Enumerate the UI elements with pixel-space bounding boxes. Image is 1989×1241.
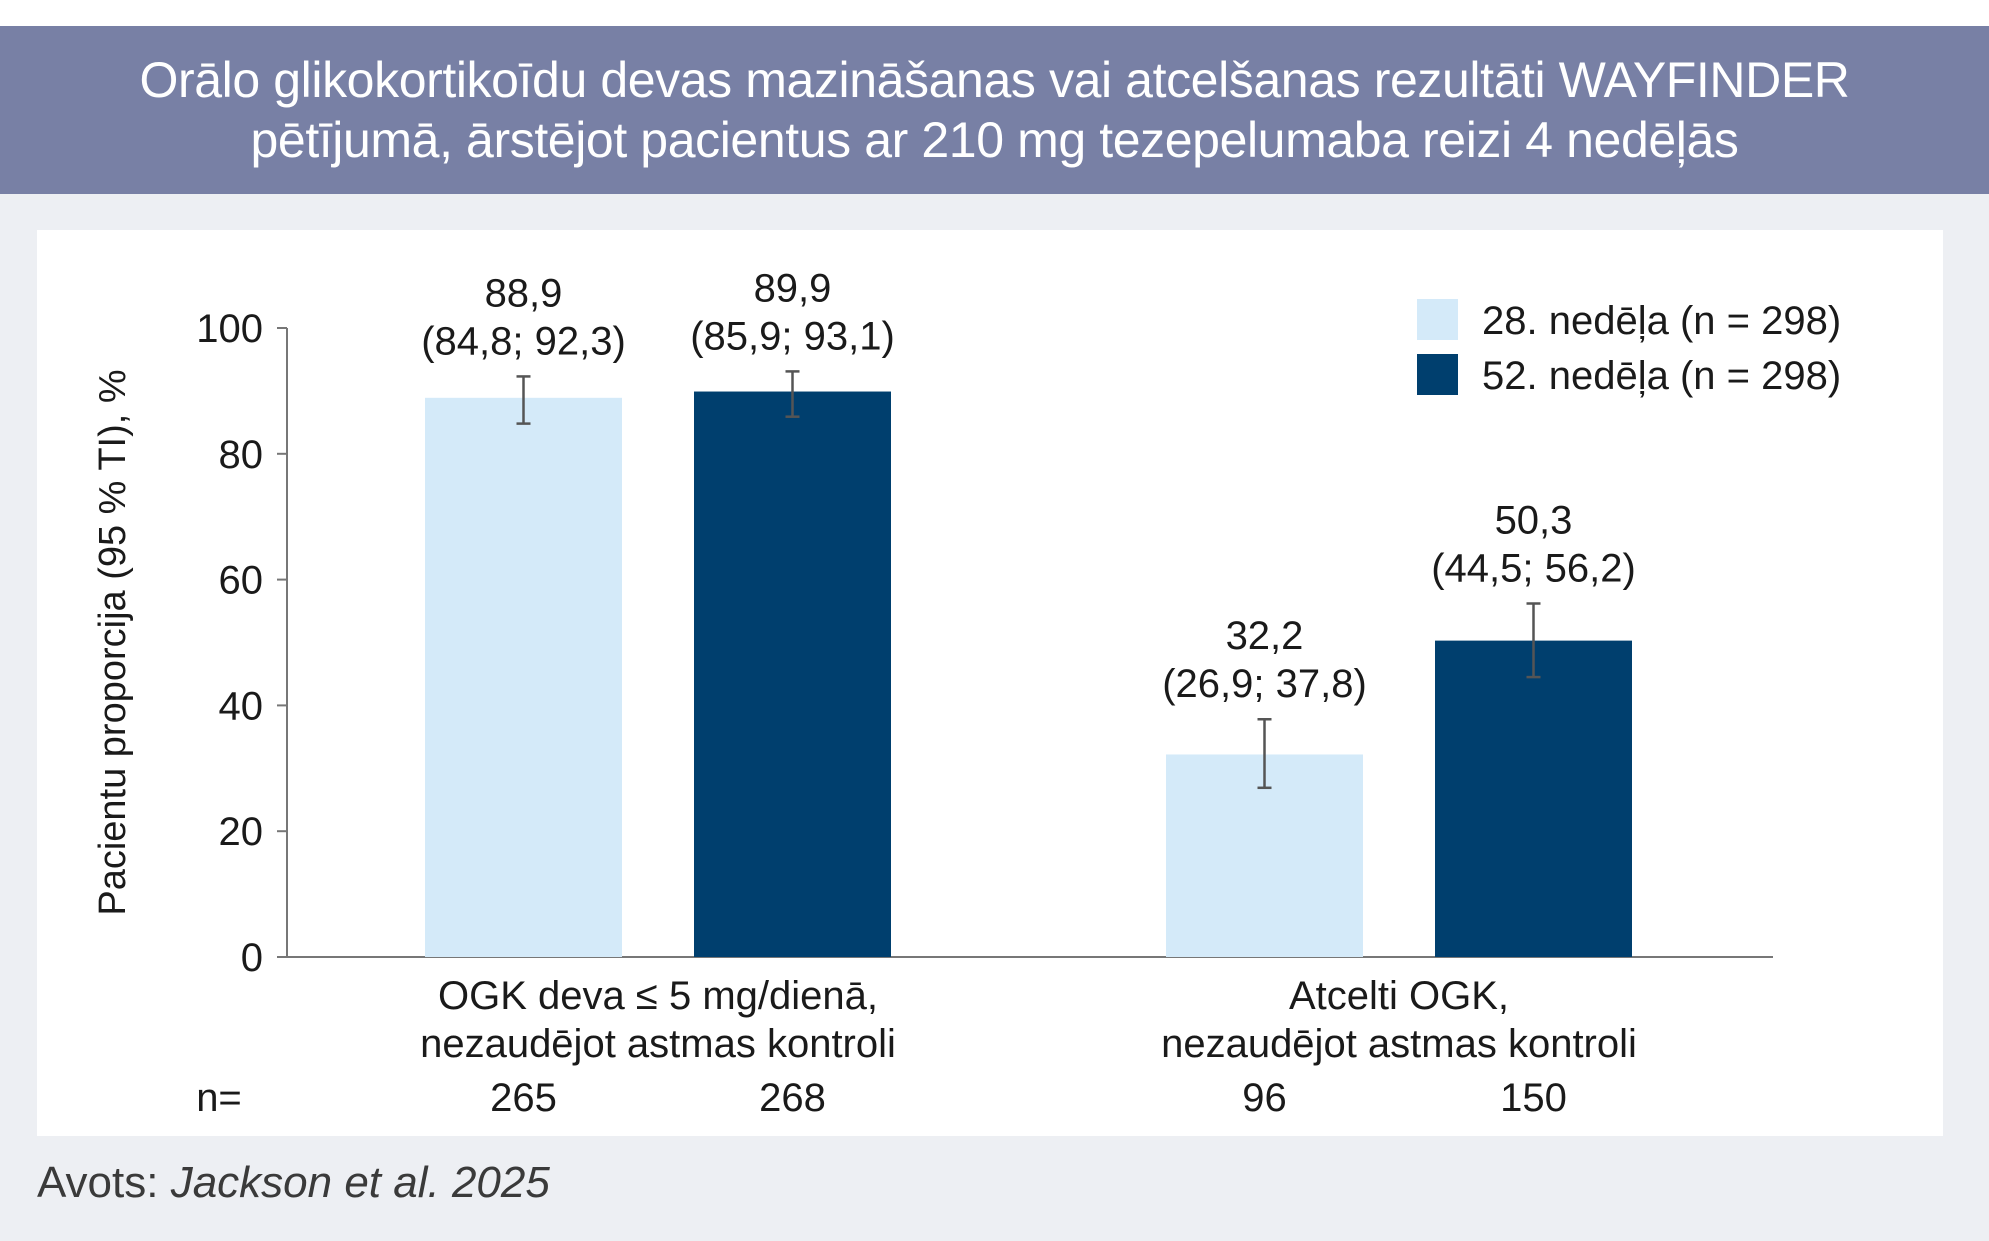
value-label-1-2: 89,9: [754, 266, 832, 310]
ci-label-2-1: (26,9; 37,8): [1162, 662, 1367, 706]
value-label-2-2: 50,3: [1495, 499, 1573, 543]
y-axis-title: Pacientu proporcija (95 % TI), %: [92, 369, 134, 915]
ci-label-2-2: (44,5; 56,2): [1431, 547, 1636, 591]
source-label: Avots:: [37, 1158, 171, 1207]
category-label-1-line-1: OGK deva ≤ 5 mg/dienā,: [438, 974, 878, 1018]
n-count-1-1: 265: [490, 1076, 557, 1120]
category-label-2-line-2: nezaudējot astmas kontroli: [1161, 1022, 1637, 1066]
legend-label-2: 52. nedēļa (n = 298): [1482, 354, 1841, 398]
category-label-2-line-1: Atcelti OGK,: [1289, 974, 1509, 1018]
source-citation: Jackson et al. 2025: [170, 1158, 550, 1207]
category-label-1-line-2: nezaudējot astmas kontroli: [420, 1022, 896, 1066]
chart-header: Orālo glikokortikoīdu devas mazināšanas …: [0, 26, 1989, 194]
n-count-1-2: 268: [759, 1076, 826, 1120]
legend-swatch-1: [1417, 299, 1458, 340]
y-tick-label-80: 80: [219, 433, 264, 477]
bar-1-series-2: [694, 391, 891, 957]
chart-title-line-2: pētījumā, ārstējot pacientus ar 210 mg t…: [250, 112, 1739, 168]
n-count-2-1: 96: [1242, 1076, 1287, 1120]
value-label-1-1: 88,9: [485, 271, 563, 315]
top-band: [0, 0, 1989, 26]
chart-title-line-1: Orālo glikokortikoīdu devas mazināšanas …: [139, 52, 1850, 108]
labels-layer: (84,8; 92,3)88,9 265 (85,9; 93,1)89,9 268 OG…: [196, 266, 1637, 1120]
source-note: Avots: Jackson et al. 2025: [37, 1158, 550, 1208]
ci-label-1-1: (84,8; 92,3): [421, 319, 626, 363]
bar-1-series-1: [425, 397, 622, 958]
bars-layer: [425, 370, 1632, 958]
y-tick-label-60: 60: [219, 559, 264, 603]
y-tick-label-100: 100: [196, 307, 263, 351]
ci-label-1-2: (85,9; 93,1): [690, 314, 895, 358]
n-count-2-2: 150: [1500, 1076, 1567, 1120]
value-label-2-1: 32,2: [1226, 614, 1304, 658]
y-tick-label-0: 0: [241, 936, 263, 980]
legend-swatch-2: [1417, 354, 1458, 395]
legend: 28. nedēļa (n = 298) 52. nedēļa (n = 298): [1417, 299, 1841, 398]
bar-2-series-2: [1435, 640, 1632, 957]
y-tick-label-40: 40: [219, 684, 264, 728]
y-tick-label-20: 20: [219, 810, 264, 854]
n-row-label: n=: [196, 1076, 242, 1120]
legend-label-1: 28. nedēļa (n = 298): [1482, 299, 1841, 343]
bar-chart: 0 20 40 60 80 100 Pacientu proporcija (95 % TI…: [92, 266, 1841, 1120]
chart-panel: 0 20 40 60 80 100 Pacientu proporcija (95 % TI…: [37, 230, 1943, 1136]
